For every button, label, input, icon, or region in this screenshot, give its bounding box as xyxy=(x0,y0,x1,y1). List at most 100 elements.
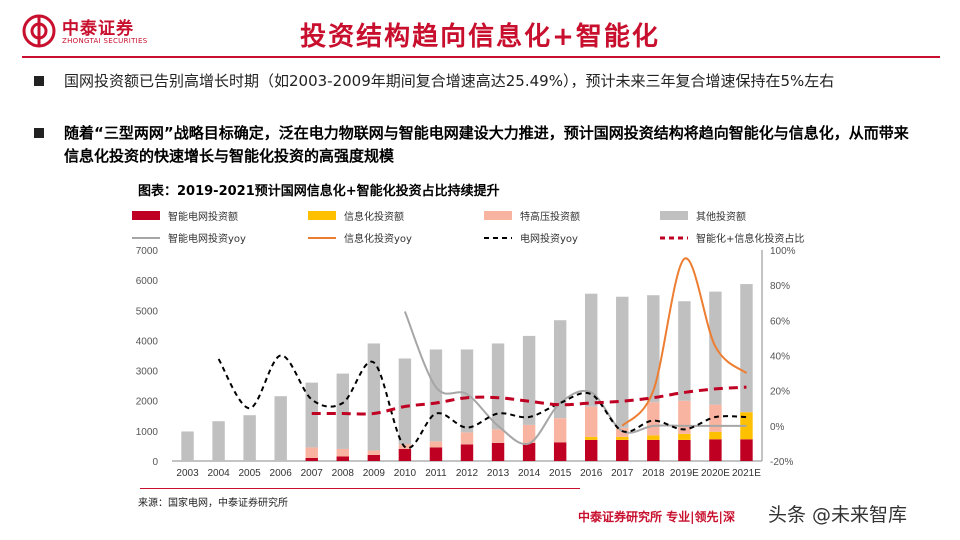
x-tick-label: 2019E xyxy=(670,468,699,479)
y-tick-label: 4000 xyxy=(136,336,159,347)
bullet-2-text: 随着“三型两网”战略目标确定，泛在电力物联网与智能电网建设大力推进，预计国网投资… xyxy=(64,124,909,165)
x-tick-label: 2009 xyxy=(363,468,386,479)
y2-tick-label: 80% xyxy=(770,281,790,292)
bar-segment xyxy=(305,447,318,458)
bar-segment xyxy=(585,293,598,407)
x-tick-label: 2016 xyxy=(580,468,603,479)
bar-segment xyxy=(616,439,629,461)
bar-segment xyxy=(616,427,629,437)
bar-segment xyxy=(398,358,412,445)
x-tick-label: 2012 xyxy=(456,468,479,479)
bar-segment xyxy=(429,447,443,461)
y2-tick-label: 40% xyxy=(770,352,790,363)
bar-segment xyxy=(398,448,412,461)
legend-label: 信息化投资额 xyxy=(344,210,404,223)
legend-label: 智能化+信息化投资占比 xyxy=(696,232,804,245)
y2-tick-label: 0% xyxy=(770,422,785,433)
x-tick-label: 2011 xyxy=(425,468,447,479)
bar-segment xyxy=(429,441,443,448)
bar-segment xyxy=(740,412,753,440)
x-tick-label: 2003 xyxy=(176,468,199,479)
x-tick-label: 2018 xyxy=(642,468,665,479)
bar-segment xyxy=(336,448,349,457)
series-line xyxy=(403,311,747,446)
bar-segment xyxy=(243,415,256,461)
bar-segment xyxy=(522,335,536,425)
bar-segment xyxy=(616,436,629,440)
page-title: 投资结构趋向信息化+智能化 xyxy=(300,22,660,52)
x-tick-label: 2017 xyxy=(611,468,634,479)
bar-segment xyxy=(212,421,225,461)
bullet-1: 国网投资额已告别高增长时期（如2003-2009年期间复合增速高达25.49%）… xyxy=(34,70,914,93)
series-line xyxy=(621,257,748,427)
bar-segment xyxy=(491,343,505,430)
footer-tagline: 中泰证券研究所 专业|领先|深 xyxy=(578,510,735,524)
x-tick-label: 2007 xyxy=(301,468,324,479)
x-tick-label: 2006 xyxy=(270,468,293,479)
bar-segment xyxy=(553,418,567,443)
bar-segment xyxy=(491,442,505,461)
legend-label: 电网投资yoy xyxy=(520,232,578,245)
bullet-2: 随着“三型两网”战略目标确定，泛在电力物联网与智能电网建设大力推进，预计国网投资… xyxy=(34,122,914,168)
logo-subtitle: ZHONGTAI SECURITIES xyxy=(62,37,148,45)
bar-segment xyxy=(429,349,443,442)
x-tick-label: 2014 xyxy=(518,468,541,479)
bar-segment xyxy=(522,442,536,461)
bullet-square-icon xyxy=(34,128,44,138)
bullet-square-icon xyxy=(34,76,44,86)
y-tick-label: 7000 xyxy=(136,246,159,257)
bar-segment xyxy=(709,404,722,432)
bar-segment xyxy=(181,431,194,461)
series-line xyxy=(311,385,747,416)
legend-label: 智能电网投资额 xyxy=(168,210,238,223)
x-tick-label: 2021E xyxy=(732,468,761,479)
bar-segment xyxy=(709,439,722,461)
bar-segment xyxy=(367,454,381,461)
x-tick-label: 2010 xyxy=(394,468,417,479)
legend-label: 其他投资额 xyxy=(696,210,746,223)
series-line xyxy=(217,354,747,450)
logo-mark-icon xyxy=(22,14,56,48)
bar-segment xyxy=(460,349,474,433)
bar-segment xyxy=(585,406,598,437)
bar-segment xyxy=(522,424,536,443)
bar-segment xyxy=(553,320,567,419)
x-tick-label: 2015 xyxy=(549,468,572,479)
bar-segment xyxy=(709,431,722,440)
x-tick-label: 2013 xyxy=(487,468,510,479)
y-tick-label: 1000 xyxy=(136,427,159,438)
y2-tick-label: 60% xyxy=(770,316,790,327)
chart-source: 来源：国家电网，中泰证券研究所 xyxy=(138,498,288,509)
y2-tick-label: 100% xyxy=(770,246,796,257)
title-divider xyxy=(22,56,940,58)
bar-segment xyxy=(616,296,629,428)
bar-segment xyxy=(647,295,660,403)
x-tick-label: 2004 xyxy=(207,468,230,479)
watermark: 头条 @未来智库 xyxy=(768,504,908,526)
y-tick-label: 2000 xyxy=(136,397,159,408)
y-tick-label: 3000 xyxy=(136,367,159,378)
y-tick-label: 0 xyxy=(152,457,158,468)
x-tick-label: 2005 xyxy=(239,468,262,479)
bar-segment xyxy=(678,301,691,401)
bar-segment xyxy=(678,439,691,461)
bar-segment xyxy=(336,373,349,449)
bar-segment xyxy=(460,444,474,461)
bar-segment xyxy=(585,436,598,440)
bar-segment xyxy=(336,456,349,461)
logo-name: 中泰证券 xyxy=(62,19,134,39)
bar-segment xyxy=(678,433,691,440)
bar-segment xyxy=(367,450,381,455)
bar-segment xyxy=(740,439,753,461)
chart-title: 图表：2019-2021预计国网信息化+智能化投资占比持续提升 xyxy=(138,184,500,199)
bar-segment xyxy=(460,432,474,445)
bar-segment xyxy=(585,439,598,461)
legend-label: 特高压投资额 xyxy=(520,210,580,223)
y2-tick-label: -20% xyxy=(770,457,793,468)
legend-swatch xyxy=(132,211,160,220)
bar-segment xyxy=(305,457,318,461)
bar-segment xyxy=(647,435,660,440)
x-tick-label: 2008 xyxy=(332,468,355,479)
bar-segment xyxy=(305,382,318,448)
